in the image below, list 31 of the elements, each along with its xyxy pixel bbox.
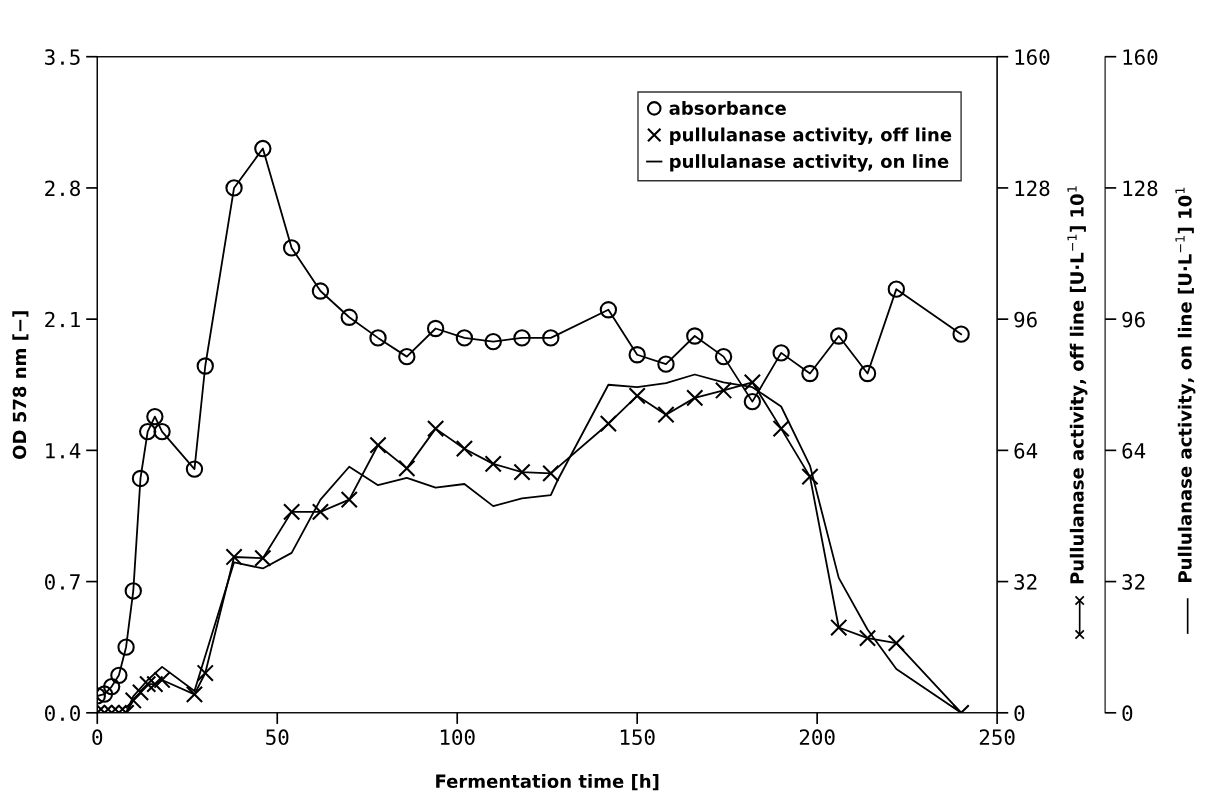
y-tick-label: 0.0: [45, 705, 80, 722]
y-tick-label: 0.7: [45, 574, 80, 590]
x-tick-label: 0: [92, 729, 103, 746]
legend-label: pullulanase activity, off line: [670, 127, 952, 146]
x-tick-label: 200: [799, 729, 835, 746]
y-tick-label: 1.4: [46, 443, 81, 459]
x-tick-label: 250: [979, 729, 1015, 746]
y2-tick-label: 64: [1014, 442, 1038, 459]
y-tick-label: 2.1: [45, 311, 80, 328]
x-axis-title: Fermentation time [h]: [436, 774, 659, 791]
y2-tick-label: 96: [1014, 311, 1037, 328]
y3-axis-title: Pullulanase activity, on line [U·L$^{−1}$] 10$^{1}$: [1175, 187, 1196, 582]
y3-tick-label: 160: [1123, 49, 1158, 65]
legend-label: absorbance: [669, 101, 786, 115]
y3-tick-label: 64: [1122, 442, 1146, 459]
y-tick-label: 3.5: [45, 49, 80, 65]
y-axis-title: OD 578 nm [−]: [12, 311, 29, 459]
y3-tick-label: 128: [1123, 180, 1158, 197]
y3-tick-label: 96: [1122, 311, 1145, 328]
x-tick-label: 50: [266, 729, 289, 746]
y3-tick-label: 0: [1122, 705, 1133, 722]
y2-tick-label: 128: [1015, 180, 1050, 197]
y2-tick-label: 32: [1014, 574, 1037, 590]
y2-tick-label: 160: [1015, 49, 1050, 65]
x-tick-label: 150: [620, 729, 655, 746]
y3-tick-label: 32: [1122, 574, 1145, 590]
x-tick-label: 100: [440, 729, 475, 746]
y2-axis-title: Pullulanase activity, off line [U·L$^{−1}$] 10$^{1}$: [1067, 186, 1088, 584]
y2-tick-label: 0: [1014, 705, 1025, 722]
y-tick-label: 2.8: [45, 180, 80, 197]
legend-label: pullulanase activity, on line: [670, 154, 949, 172]
